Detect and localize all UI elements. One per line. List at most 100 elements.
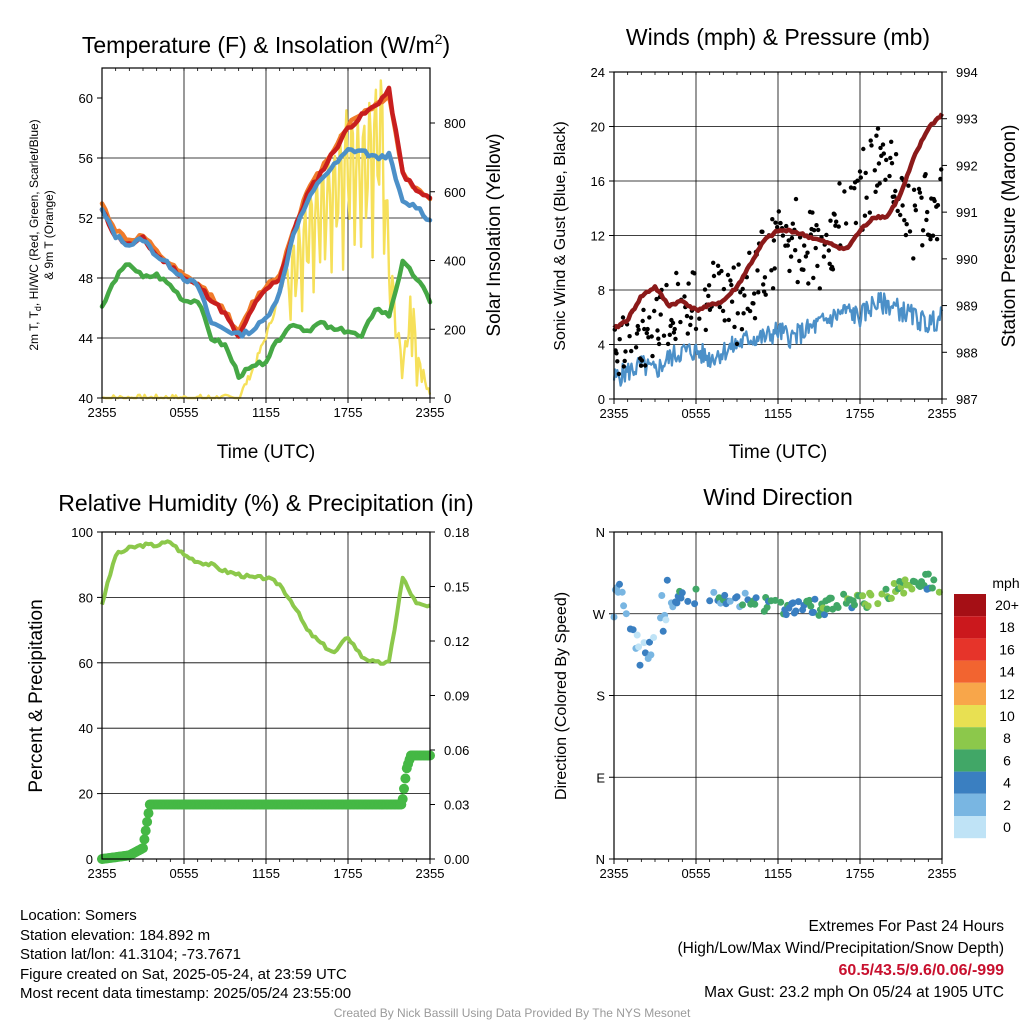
gust-point [661,333,667,338]
gust-point [898,212,903,218]
gust-point [801,267,806,272]
gust-point [867,210,872,215]
gust-point [650,353,655,359]
gust-point [735,311,740,316]
gust-point [778,220,783,226]
temperature-xlabel: Time (UTC) [217,442,316,463]
gust-point [907,229,913,234]
colorbar-title: mph [992,575,1019,591]
humidity-plot-frame [101,531,431,860]
wind-direction-point [692,585,700,593]
gust-point [752,291,757,296]
y2-tick-label: 991 [956,205,978,220]
y2-tick-label: 988 [956,345,978,360]
wind-direction-point [691,600,699,608]
y-tick-label: 80 [79,590,93,605]
gust-point [913,208,918,213]
gust-point [770,217,775,222]
temperature-panel: Temperature (F) & Insolation (W/m2) 2355… [27,31,505,463]
gust-point [711,273,717,279]
wind-direction-point [641,649,649,657]
wind-direction-point [924,570,932,578]
wind-direction-point [706,597,714,605]
gust-point [852,186,857,191]
gust-point [806,281,811,286]
humidity-title: Relative Humidity (%) & Precipitation (i… [58,490,473,516]
gust-point [855,178,860,183]
gust-point [887,173,892,179]
gust-point [862,213,868,218]
wind-direction-point [840,590,848,598]
gust-point [893,152,899,157]
gust-point [645,326,650,332]
precipitation-point [397,794,408,804]
gust-point [893,188,898,194]
gust-point [805,250,810,255]
gust-point [930,233,936,238]
x-tick-label: 0555 [682,866,711,881]
gust-point [638,363,644,368]
humidity-axis-ticks: 2355 0555 1155 1755 23550204060801000.000.03… [71,525,469,881]
gust-point [636,327,641,332]
recent-data-timestamp: Most recent data timestamp: 2025/05/24 2… [20,985,352,1003]
gust-point [673,336,678,342]
colorbar-swatch [954,816,986,839]
wind-direction-panel: Wind Direction 2355 0555 1155 1755 2355NESWN… [553,484,1020,881]
x-tick-label: 2355 [416,405,445,420]
gust-point [623,349,628,354]
gust-point [888,155,893,161]
y2-tick-label: 992 [956,158,978,173]
extremes-values: 60.5/43.5/9.6/0.06/-999 [838,962,1004,979]
gust-point [688,315,694,320]
gust-point [864,195,869,200]
gust-point [827,261,832,266]
temperature-series [99,79,433,400]
winds-grid [614,72,942,399]
extremes-title: Extremes For Past 24 Hours [808,918,1004,935]
x-tick-label: 2355 [600,406,629,421]
y2-tick-label: 800 [444,116,466,131]
gust-point [811,275,816,281]
gust-point [739,327,745,332]
winds-panel: Winds (mph) & Pressure (mb) 2355 0555 1155… [552,24,1020,463]
x-tick-label: 1755 [846,406,875,421]
gust-point [919,195,924,200]
precipitation-point [142,816,153,827]
colorbar-label: 6 [1003,752,1011,768]
gust-point [826,248,831,253]
y-tick-label: 52 [79,211,93,226]
gust-point [644,330,649,336]
gust-point [641,307,646,313]
gust-point [654,296,659,302]
wind-direction-point [763,603,771,611]
x-tick-label: 1755 [334,866,363,881]
wind-direction-point [908,585,916,593]
station-location: Location: Somers [20,907,137,924]
y-tick-label: 0 [86,852,93,867]
wind-direction-point [782,611,790,619]
gust-point [803,254,809,259]
gust-point [755,268,760,273]
wind-direction-point [792,607,800,615]
gust-point [924,217,929,223]
x-tick-label: 1755 [334,405,363,420]
temperature-plot-frame [101,67,431,399]
y2-tick-label: 0 [444,391,451,406]
gust-point [688,322,693,328]
gust-point [747,250,752,255]
gust-point [693,326,699,332]
gust-point [752,316,758,321]
gust-point [917,190,923,195]
gust-point [633,345,639,350]
gust-point [721,286,727,292]
colorbar-label: 0 [1003,819,1011,835]
wind-direction-point [890,580,898,587]
gust-point [729,282,734,288]
x-tick-label: 1155 [252,866,280,881]
gust-point [675,281,681,287]
extremes-summary: Extremes For Past 24 Hours (High/Low/Max… [678,916,1005,1004]
max-gust: Max Gust: 23.2 mph On 05/24 at 1905 UTC [704,984,1004,1001]
precipitation-point [140,825,151,836]
wind-direction-points [610,570,943,669]
y2-tick-label: 987 [956,392,978,407]
